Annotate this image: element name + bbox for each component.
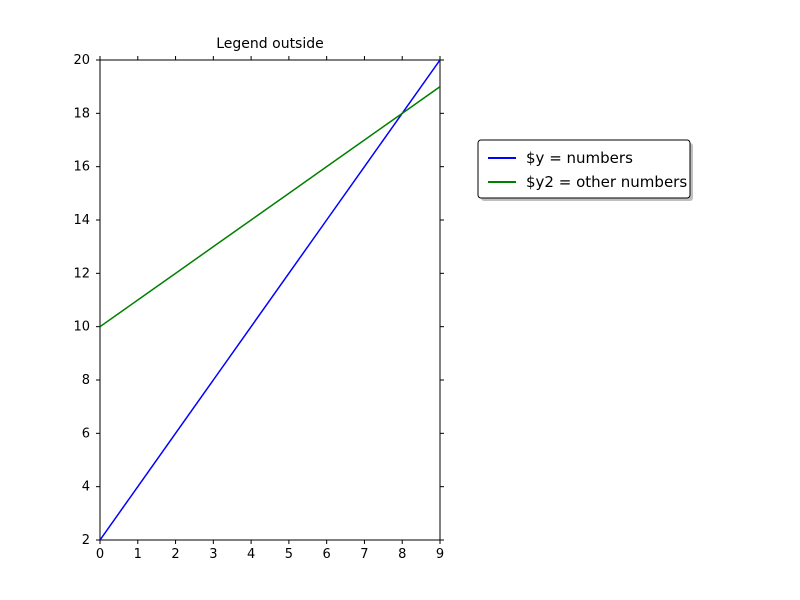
chart-svg: 01234567892468101214161820Legend outside…: [0, 0, 800, 600]
y-tick-label: 6: [82, 426, 90, 441]
y-tick-label: 12: [73, 266, 90, 281]
x-tick-label: 7: [360, 547, 368, 562]
y-tick-label: 20: [73, 53, 90, 68]
y-tick-label: 8: [82, 373, 90, 388]
x-tick-label: 1: [134, 547, 142, 562]
x-tick-label: 8: [398, 547, 406, 562]
x-tick-label: 4: [247, 547, 255, 562]
legend-label-0: $y = numbers: [526, 149, 633, 167]
y-tick-label: 16: [73, 160, 90, 175]
series-line-0: [100, 60, 440, 540]
x-tick-label: 5: [285, 547, 293, 562]
x-tick-label: 3: [209, 547, 217, 562]
x-tick-label: 2: [171, 547, 179, 562]
legend-label-1: $y2 = other numbers: [526, 173, 687, 191]
x-tick-label: 6: [323, 547, 331, 562]
x-tick-label: 0: [96, 547, 104, 562]
y-tick-label: 2: [82, 533, 90, 548]
x-tick-label: 9: [436, 547, 444, 562]
chart-title: Legend outside: [216, 36, 324, 52]
figure-canvas: 01234567892468101214161820Legend outside…: [0, 0, 800, 600]
y-tick-label: 10: [73, 320, 90, 335]
series-line-1: [100, 87, 440, 327]
y-tick-label: 14: [73, 213, 90, 228]
y-tick-label: 4: [82, 480, 90, 495]
y-tick-label: 18: [73, 106, 90, 121]
